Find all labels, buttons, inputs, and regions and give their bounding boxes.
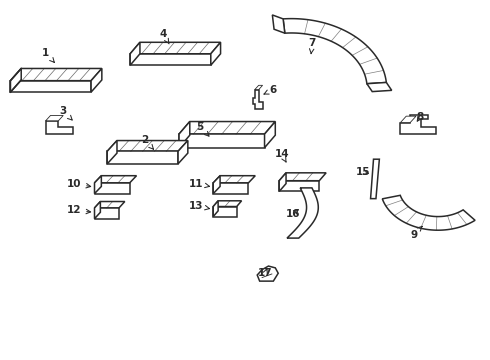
Polygon shape <box>400 116 416 123</box>
Polygon shape <box>279 181 319 192</box>
Text: 4: 4 <box>159 29 169 44</box>
Polygon shape <box>130 42 220 54</box>
Polygon shape <box>130 42 140 65</box>
Text: 2: 2 <box>141 135 153 149</box>
Polygon shape <box>265 122 275 148</box>
Polygon shape <box>91 68 102 92</box>
Polygon shape <box>213 183 248 194</box>
Polygon shape <box>46 116 63 121</box>
Polygon shape <box>95 208 119 219</box>
Polygon shape <box>95 183 130 194</box>
Polygon shape <box>95 176 101 194</box>
Text: 11: 11 <box>189 179 209 189</box>
Text: 12: 12 <box>67 206 91 216</box>
Polygon shape <box>107 151 178 164</box>
Text: 9: 9 <box>410 226 422 239</box>
Polygon shape <box>213 176 220 194</box>
Text: 3: 3 <box>60 106 72 120</box>
Polygon shape <box>370 159 379 199</box>
Polygon shape <box>179 122 190 148</box>
Polygon shape <box>255 85 263 90</box>
Polygon shape <box>367 82 392 91</box>
Text: 15: 15 <box>356 167 370 177</box>
Polygon shape <box>213 201 242 207</box>
Text: 8: 8 <box>416 112 423 122</box>
Polygon shape <box>272 15 285 33</box>
Polygon shape <box>257 266 278 281</box>
Polygon shape <box>211 42 220 65</box>
Polygon shape <box>287 188 318 238</box>
Polygon shape <box>279 173 326 181</box>
Text: 5: 5 <box>196 122 209 136</box>
Polygon shape <box>95 202 100 219</box>
Polygon shape <box>107 140 188 151</box>
Text: 14: 14 <box>274 149 289 162</box>
Polygon shape <box>10 81 91 92</box>
Text: 10: 10 <box>67 179 91 189</box>
Polygon shape <box>279 173 286 192</box>
Polygon shape <box>179 134 265 148</box>
Polygon shape <box>95 176 137 183</box>
Polygon shape <box>213 207 237 217</box>
Text: 17: 17 <box>258 267 273 278</box>
Polygon shape <box>179 122 275 134</box>
Text: 16: 16 <box>286 209 300 219</box>
Text: 13: 13 <box>189 201 209 211</box>
Polygon shape <box>130 54 211 65</box>
Polygon shape <box>178 140 188 164</box>
Polygon shape <box>213 201 218 217</box>
Polygon shape <box>253 90 263 109</box>
Polygon shape <box>95 202 125 208</box>
Text: 1: 1 <box>42 48 54 62</box>
Polygon shape <box>10 68 21 92</box>
Text: 6: 6 <box>264 85 277 95</box>
Polygon shape <box>283 19 386 84</box>
Text: 7: 7 <box>309 38 316 54</box>
Polygon shape <box>382 195 475 230</box>
Polygon shape <box>400 115 436 134</box>
Polygon shape <box>213 176 255 183</box>
Polygon shape <box>107 140 117 164</box>
Polygon shape <box>46 121 73 134</box>
Polygon shape <box>10 68 102 81</box>
